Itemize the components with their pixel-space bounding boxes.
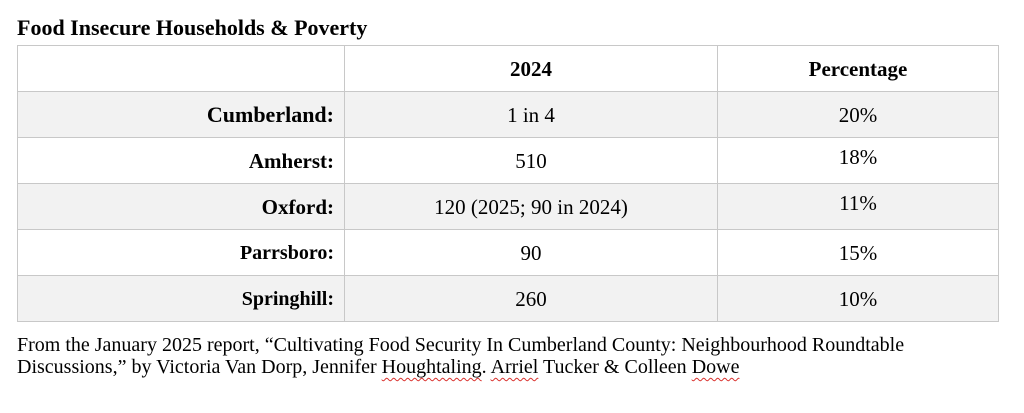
source-line-1: From the January 2025 report, “Cultivati… bbox=[17, 334, 905, 356]
row-percentage: 15% bbox=[717, 229, 999, 276]
spellcheck-word-houghtaling: Houghtaling bbox=[381, 356, 482, 378]
header-blank-cell bbox=[17, 45, 345, 92]
header-year: 2024 bbox=[344, 45, 718, 92]
row-percentage: 20% bbox=[717, 91, 999, 138]
author-tucker: Tucker bbox=[542, 356, 599, 378]
row-value: 120 (2025; 90 in 2024) bbox=[344, 183, 718, 230]
table-row-cumberland: Cumberland: 1 in 4 20% bbox=[17, 91, 999, 138]
row-label: Cumberland: bbox=[17, 91, 345, 138]
spellcheck-word-dowe: Dowe bbox=[691, 356, 740, 378]
row-label: Springhill: bbox=[17, 275, 345, 322]
source-line-2-start: Discussions,” by Victoria Van Dorp, Jenn… bbox=[17, 356, 382, 378]
row-percentage: 18% bbox=[717, 137, 999, 184]
table-row-springhill: Springhill: 260 10% bbox=[17, 275, 999, 322]
table-row-oxford: Oxford: 120 (2025; 90 in 2024) 11% bbox=[17, 183, 999, 230]
table-row-parrsboro: Parrsboro: 90 15% bbox=[17, 229, 999, 276]
document-title: Food Insecure Households & Poverty bbox=[17, 15, 368, 40]
row-percentage-text: 11% bbox=[839, 190, 877, 215]
row-label: Oxford: bbox=[17, 183, 345, 230]
food-insecurity-table: 2024 Percentage Cumberland: 1 in 4 20% A… bbox=[17, 45, 999, 322]
source-citation: From the January 2025 report, “Cultivati… bbox=[17, 334, 1007, 378]
row-label: Amherst: bbox=[17, 137, 345, 184]
source-separator: & Colleen bbox=[598, 356, 692, 378]
header-percentage: Percentage bbox=[717, 45, 999, 92]
row-percentage: 11% bbox=[717, 183, 999, 230]
row-value: 1 in 4 bbox=[344, 91, 718, 138]
row-value: 90 bbox=[344, 229, 718, 276]
row-value: 260 bbox=[344, 275, 718, 322]
spellcheck-word-arriel: Arriel bbox=[490, 356, 539, 378]
source-line-2: Discussions,” by Victoria Van Dorp, Jenn… bbox=[17, 356, 1007, 378]
source-separator: . bbox=[481, 356, 491, 378]
table-header-row: 2024 Percentage bbox=[17, 45, 999, 92]
row-value: 510 bbox=[344, 137, 718, 184]
row-label: Parrsboro: bbox=[17, 229, 345, 276]
row-percentage: 10% bbox=[717, 275, 999, 322]
row-percentage-text: 18% bbox=[838, 144, 878, 169]
table-row-amherst: Amherst: 510 18% bbox=[17, 137, 999, 184]
